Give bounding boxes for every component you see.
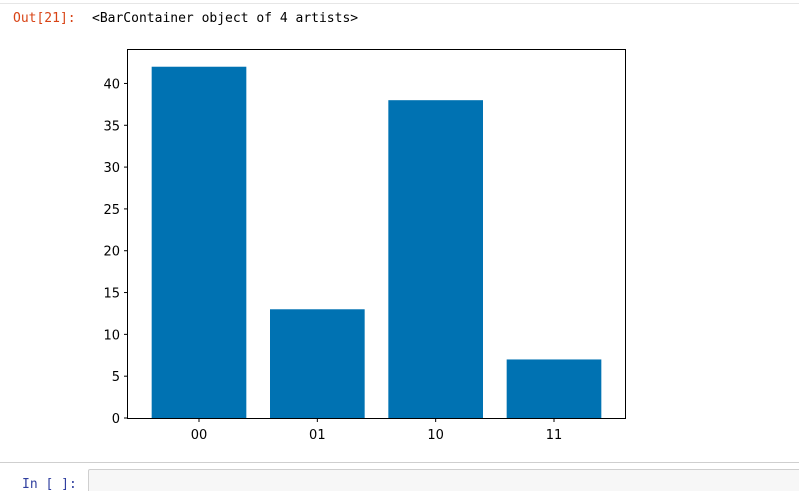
x-tick-label: 01 [309, 428, 326, 443]
y-tick-label: 5 [112, 370, 120, 385]
plot-frame [127, 49, 626, 419]
y-tick-label: 25 [103, 203, 120, 218]
code-input-cell[interactable] [88, 469, 799, 491]
bar-00 [151, 66, 247, 419]
output-text: <BarContainer object of 4 artists> [92, 11, 359, 26]
output-prompt: Out[21]: [13, 11, 76, 26]
y-tick-label: 40 [103, 77, 120, 92]
bar-10 [388, 100, 483, 418]
bar-11 [506, 359, 602, 418]
y-tick-label: 15 [103, 287, 120, 302]
y-tick-label: 35 [103, 119, 120, 134]
bar-01 [270, 309, 365, 418]
previous-cell-edge [0, 0, 799, 4]
y-tick-label: 30 [103, 161, 120, 176]
input-prompt: In [ ]: [22, 477, 77, 491]
y-tick-label: 0 [112, 412, 120, 427]
bar-chart: 0 5 10 15 20 25 30 35 40 00 01 10 11 [103, 49, 626, 443]
x-axis: 00 01 10 11 [191, 418, 563, 443]
bars [151, 66, 602, 419]
cell-separator [0, 462, 799, 463]
y-axis: 0 5 10 15 20 25 30 35 40 [103, 77, 128, 427]
y-tick-label: 20 [103, 245, 120, 260]
x-tick-label: 10 [427, 428, 444, 443]
x-tick-label: 00 [191, 428, 208, 443]
x-tick-label: 11 [546, 428, 563, 443]
y-tick-label: 10 [103, 328, 120, 343]
